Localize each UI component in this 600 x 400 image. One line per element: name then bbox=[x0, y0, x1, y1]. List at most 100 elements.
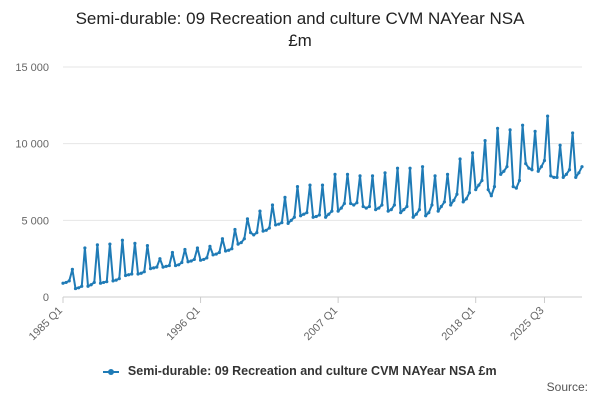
data-point: 2000 Q4: 5600 bbox=[258, 209, 262, 213]
data-point: 1987 Q3: 950 bbox=[92, 280, 96, 285]
data-point: 2021 Q3: 7600 bbox=[517, 178, 522, 183]
data-point: 2014 Q3: 6000 bbox=[430, 203, 434, 207]
data-point: 2000 Q3: 4200 bbox=[255, 231, 259, 235]
data-point: 2008 Q4: 7900 bbox=[358, 174, 362, 178]
data-point: 2007 Q1: 5600 bbox=[336, 209, 340, 213]
data-point: 2002 Q1: 4700 bbox=[274, 223, 278, 227]
data-point: 2001 Q2: 4350 bbox=[264, 228, 268, 232]
data-point: 2025 Q3: 8300 bbox=[567, 168, 572, 172]
data-point: 1989 Q4: 3700 bbox=[120, 238, 124, 242]
data-point: 1995 Q4: 3200 bbox=[195, 246, 200, 250]
data-point: 1992 Q1: 1850 bbox=[148, 267, 153, 271]
data-point: 2007 Q3: 6100 bbox=[342, 201, 346, 206]
data-point: 1990 Q1: 1400 bbox=[123, 273, 128, 278]
data-point: 2003 Q3: 5200 bbox=[292, 215, 296, 219]
data-point: 2025 Q1: 7800 bbox=[561, 175, 565, 179]
data-point: 2009 Q2: 5800 bbox=[364, 206, 368, 210]
data-point: 2023 Q3: 8900 bbox=[542, 158, 547, 163]
data-point: 2014 Q4: 7900 bbox=[433, 174, 437, 178]
data-point: 1990 Q2: 1450 bbox=[127, 273, 131, 277]
data-point: 1998 Q1: 3000 bbox=[223, 249, 228, 253]
data-point: 1991 Q4: 3350 bbox=[145, 244, 150, 248]
data-point: 2022 Q2: 8400 bbox=[527, 166, 531, 170]
data-point: 1985 Q1: 900 bbox=[61, 281, 65, 285]
data-point: 2002 Q3: 4850 bbox=[280, 221, 284, 225]
data-point: 2009 Q4: 7900 bbox=[370, 174, 375, 178]
data-point: 2003 Q1: 4800 bbox=[286, 221, 290, 225]
data-point: 1995 Q1: 2300 bbox=[186, 260, 190, 264]
data-point: 1997 Q4: 3800 bbox=[220, 237, 225, 241]
data-point: 1991 Q2: 1550 bbox=[139, 271, 143, 275]
data-point: 2013 Q4: 8500 bbox=[420, 165, 425, 169]
data-point: 2014 Q2: 5500 bbox=[427, 211, 431, 215]
data-point: 2006 Q4: 8000 bbox=[333, 172, 337, 176]
data-point: 2018 Q2: 7300 bbox=[477, 183, 481, 187]
data-point: 1987 Q4: 3400 bbox=[95, 243, 99, 247]
data-point: 2006 Q1: 5200 bbox=[324, 215, 328, 219]
x-tick-label: 1996 Q1 bbox=[164, 305, 202, 343]
data-point: 1999 Q1: 3450 bbox=[236, 242, 240, 246]
data-point: 1992 Q3: 1950 bbox=[155, 265, 159, 269]
data-point: 2004 Q2: 5400 bbox=[302, 212, 306, 216]
data-point: 1986 Q3: 700 bbox=[80, 284, 84, 288]
data-point: 2005 Q2: 5250 bbox=[314, 214, 318, 219]
data-point: 2010 Q1: 5700 bbox=[374, 208, 378, 212]
data-point: 2016 Q1: 6000 bbox=[449, 203, 453, 207]
data-point: 2018 Q4: 10200 bbox=[483, 139, 487, 143]
data-point: 2019 Q4: 11000 bbox=[495, 126, 500, 130]
data-point: 2004 Q1: 5300 bbox=[299, 214, 303, 218]
x-tick-label: 2007 Q1 bbox=[302, 305, 340, 343]
data-point: 2012 Q3: 5900 bbox=[405, 204, 409, 209]
data-point: 2015 Q3: 6200 bbox=[442, 200, 447, 204]
data-point: 1986 Q2: 600 bbox=[77, 286, 81, 290]
data-point: 2018 Q3: 7600 bbox=[480, 178, 484, 183]
x-tick-label: 2018 Q1 bbox=[439, 305, 477, 343]
data-point: 1996 Q1: 2400 bbox=[198, 258, 203, 262]
data-point: 1994 Q1: 2050 bbox=[173, 263, 178, 268]
data-point: 1998 Q4: 4400 bbox=[233, 227, 237, 232]
data-point: undefined: 10700 bbox=[571, 131, 575, 135]
data-point: 2010 Q2: 5800 bbox=[377, 206, 381, 210]
data-point: 2017 Q2: 6400 bbox=[464, 197, 468, 201]
data-point: 1992 Q4: 2500 bbox=[158, 257, 162, 261]
data-point: 2024 Q1: 7900 bbox=[549, 174, 553, 178]
gridlines bbox=[63, 66, 582, 298]
data-point: 1991 Q3: 1650 bbox=[142, 270, 146, 274]
data-point: 2009 Q3: 5900 bbox=[367, 204, 371, 209]
data-point: 1996 Q4: 3300 bbox=[208, 244, 212, 248]
data-point: 1987 Q1: 700 bbox=[86, 284, 90, 288]
data-point: 2019 Q1: 7000 bbox=[486, 188, 490, 192]
data-point: 1996 Q2: 2450 bbox=[202, 257, 206, 262]
data-point: 2005 Q1: 5200 bbox=[311, 215, 315, 219]
data-point: 1994 Q4: 3100 bbox=[183, 247, 187, 252]
data-point: 2011 Q3: 6000 bbox=[392, 203, 397, 207]
data-point: 2002 Q4: 6500 bbox=[283, 195, 287, 199]
data-point: 2024 Q4: 9900 bbox=[558, 143, 562, 147]
data-point: 2001 Q3: 4500 bbox=[267, 226, 271, 230]
data-point: 2008 Q1: 6100 bbox=[349, 201, 353, 206]
data-point: 2022 Q3: 8300 bbox=[530, 168, 534, 172]
data-point: 1985 Q3: 1050 bbox=[67, 279, 71, 283]
data-point: undefined: 8100 bbox=[577, 171, 581, 175]
data-point: 2016 Q2: 6300 bbox=[452, 198, 456, 202]
data-point: 1997 Q2: 2800 bbox=[214, 252, 218, 256]
data-point: 2016 Q4: 9000 bbox=[458, 157, 462, 161]
data-point: 2012 Q4: 8400 bbox=[408, 166, 412, 170]
data-point: 1993 Q1: 1950 bbox=[161, 265, 165, 269]
data-point: 1992 Q2: 1900 bbox=[152, 266, 156, 270]
data-point: 2002 Q2: 4750 bbox=[277, 222, 281, 226]
data-point: 2025 Q2: 8000 bbox=[564, 172, 568, 176]
data-point: 1994 Q2: 2100 bbox=[177, 263, 181, 267]
data-point: 2012 Q1: 5500 bbox=[399, 211, 403, 215]
data-point: 2019 Q3: 7200 bbox=[492, 185, 497, 189]
data-point: 1988 Q2: 950 bbox=[102, 280, 106, 285]
series-layer: 1985 Q1: 9001985 Q2: 9501985 Q3: 1050198… bbox=[61, 114, 584, 291]
chart-title: Semi-durable: 09 Recreation and culture … bbox=[0, 8, 600, 52]
data-point: 1997 Q3: 2900 bbox=[217, 250, 221, 255]
data-point: 2008 Q3: 6150 bbox=[355, 201, 359, 205]
data-point: 2011 Q4: 8400 bbox=[395, 166, 400, 170]
data-point: 1995 Q2: 2350 bbox=[189, 259, 193, 263]
data-point: 2018 Q1: 7000 bbox=[474, 188, 478, 192]
